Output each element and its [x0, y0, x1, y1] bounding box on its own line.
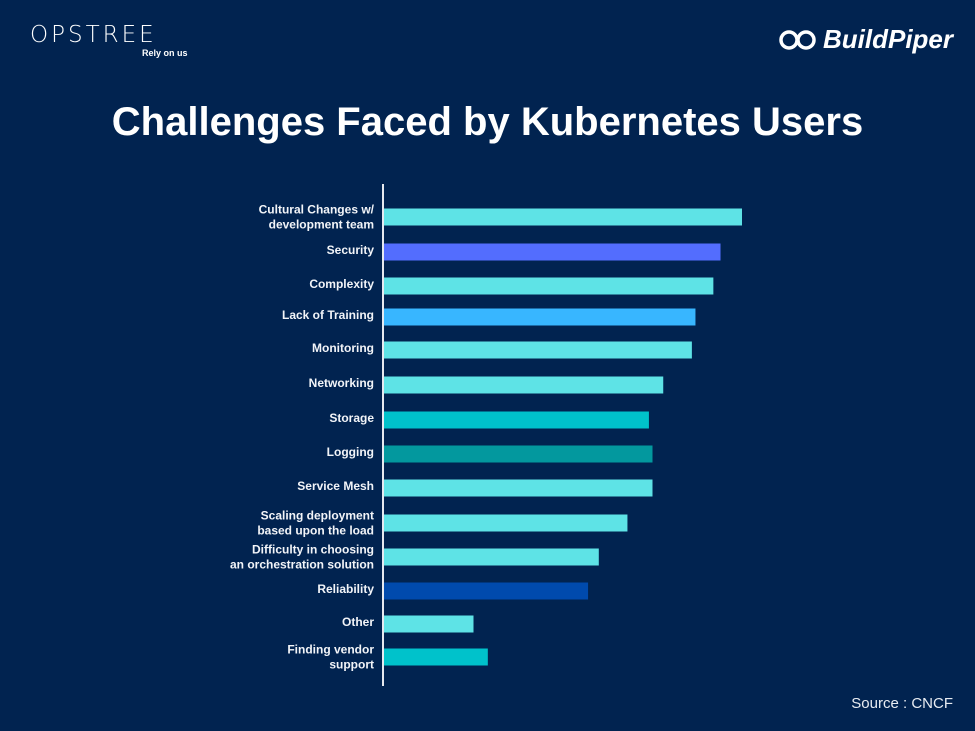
bar: [384, 277, 714, 295]
category-label: Networking: [309, 376, 374, 390]
opstree-logo: OPSTREE Rely on us: [30, 22, 188, 58]
category-label: Scaling deployment based upon the load: [257, 509, 374, 538]
bar: [384, 243, 721, 261]
category-label: Logging: [327, 445, 374, 459]
category-label: Finding vendor support: [287, 643, 374, 672]
category-label: Security: [327, 243, 375, 257]
bar: [384, 479, 653, 497]
category-label: Difficulty in choosing an orchestration s…: [230, 543, 374, 572]
buildpiper-logo: BuildPiper: [779, 24, 953, 55]
infinity-icon: [779, 29, 816, 50]
category-label: Lack of Training: [282, 308, 374, 322]
category-label: Reliability: [317, 582, 374, 596]
category-label: Other: [342, 615, 374, 629]
buildpiper-logo-text: BuildPiper: [822, 24, 953, 54]
source-note: Source : CNCF: [851, 695, 953, 712]
bar: [384, 376, 664, 394]
category-label: Monitoring: [312, 341, 374, 355]
bar: [384, 308, 696, 326]
bar: [384, 208, 742, 226]
bar: [384, 615, 474, 633]
bar: [384, 514, 628, 532]
category-label: Cultural Changes w/development team: [259, 203, 375, 232]
bar: [384, 341, 692, 359]
bar: [384, 548, 599, 566]
opstree-tagline: Rely on us: [142, 48, 188, 58]
bar: [384, 445, 653, 463]
bar: [384, 411, 649, 429]
category-label: Storage: [329, 411, 374, 425]
opstree-logo-text: OPSTREE: [30, 22, 157, 48]
category-label: Complexity: [309, 277, 374, 291]
bar: [384, 582, 589, 600]
bar: [384, 648, 488, 666]
category-label: Service Mesh: [297, 479, 374, 493]
chart-title: Challenges Faced by Kubernetes Users: [111, 100, 864, 144]
